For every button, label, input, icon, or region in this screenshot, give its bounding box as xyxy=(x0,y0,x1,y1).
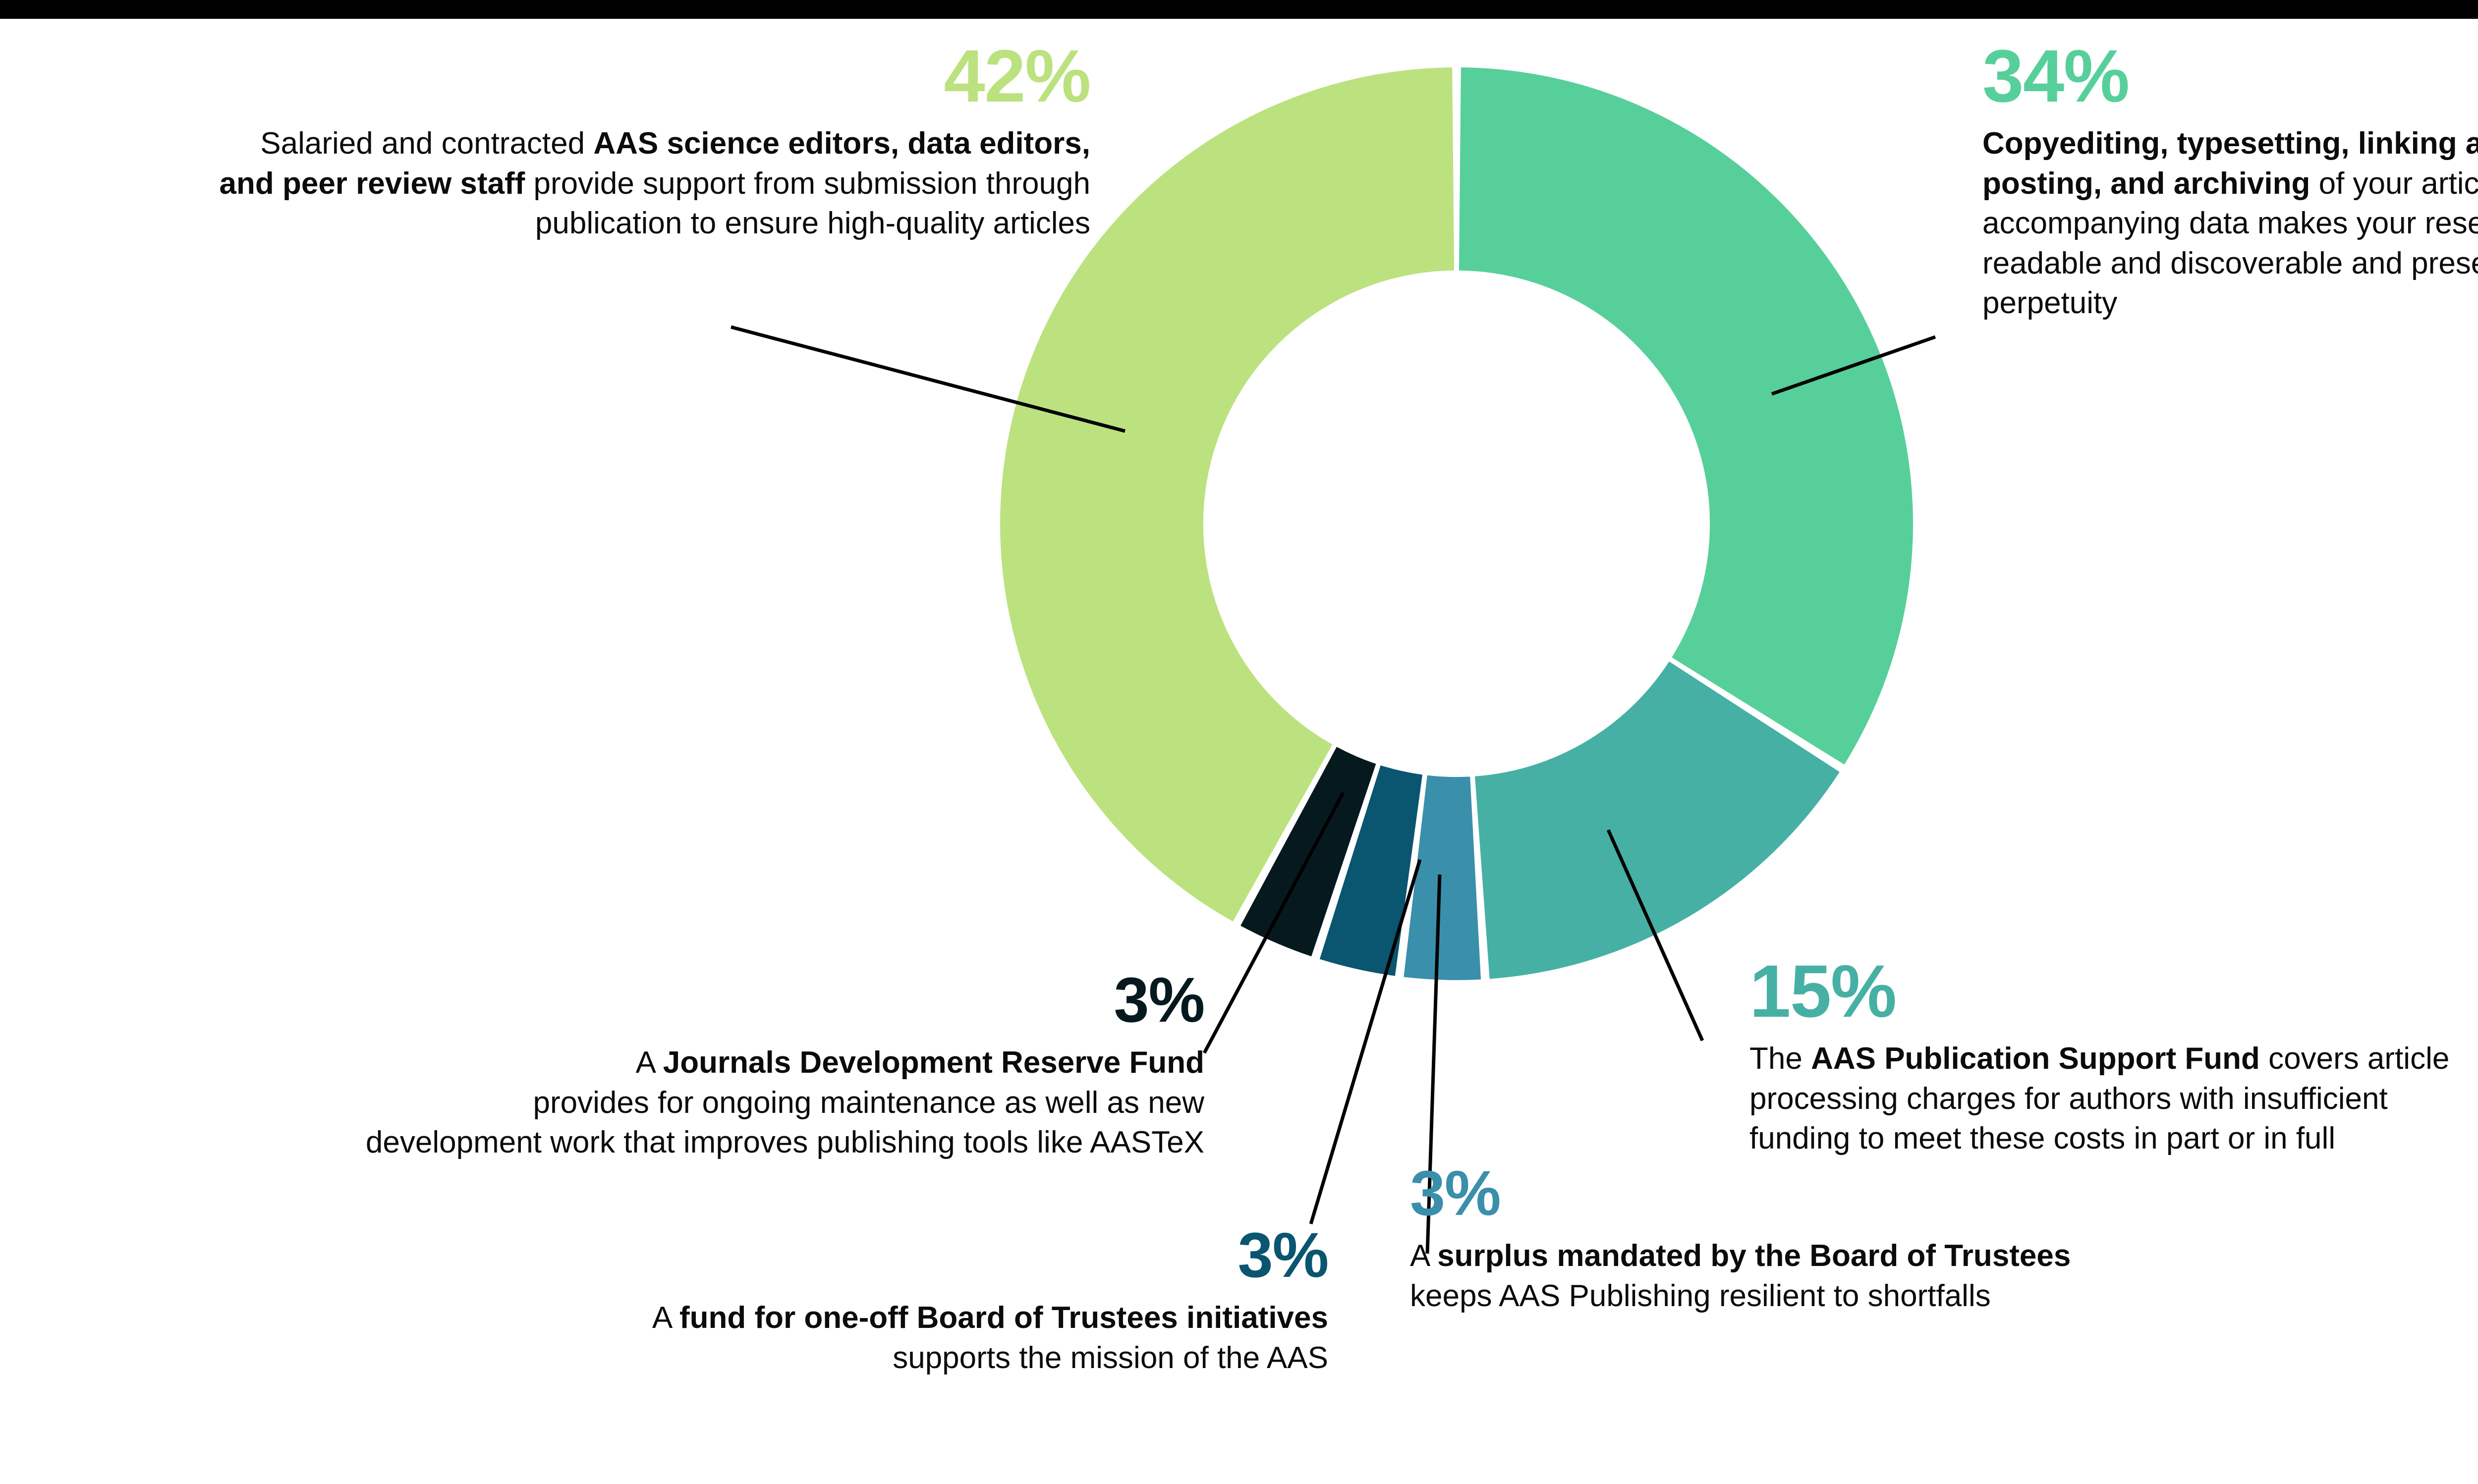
text-run: funding to meet these costs in part or i… xyxy=(1749,1121,2336,1156)
text-run-bold: and peer review staff xyxy=(219,166,525,201)
leader-line-reserve-fund xyxy=(1202,792,1345,1054)
text-run: Salaried and contracted xyxy=(260,126,594,161)
callout-initiatives: 3% A fund for one-off Board of Trustees … xyxy=(570,1220,1329,1378)
leader-line-production xyxy=(1771,335,1936,396)
callout-text-initiatives: A fund for one-off Board of Trustees ini… xyxy=(570,1298,1328,1378)
donut-slice xyxy=(1404,775,1481,981)
percent-label-initiatives: 3% xyxy=(1238,1220,1329,1291)
percent-label-surplus: 3% xyxy=(1410,1158,1501,1229)
callout-production: 34% Copyediting, typesetting, linking an… xyxy=(1982,39,2478,324)
callout-reserve-fund: 3% A Journals Development Reserve Fund p… xyxy=(213,965,1205,1163)
text-run: provides for ongoing maintenance as well… xyxy=(533,1085,1204,1120)
callout-editorial: 42% Salaried and contracted AAS science … xyxy=(84,34,1091,244)
text-run: A xyxy=(652,1301,680,1335)
donut-slice xyxy=(1459,67,1913,765)
percent-label-editorial: 42% xyxy=(944,34,1091,117)
callout-surplus: 3% A surplus mandated by the Board of Tr… xyxy=(1410,1162,2183,1316)
text-run: keeps AAS Publishing resilient to shortf… xyxy=(1410,1278,1991,1313)
callout-support-fund: 15% The AAS Publication Support Fund cov… xyxy=(1749,954,2478,1159)
text-run-bold: Copyediting, typesetting, linking and ta… xyxy=(1982,126,2478,161)
donut-slices xyxy=(1000,67,1913,981)
callout-text-surplus: A surplus mandated by the Board of Trust… xyxy=(1410,1236,2183,1316)
text-run: of your article and xyxy=(2318,166,2478,201)
percent-label-production: 34% xyxy=(1982,34,2130,117)
top-black-bar xyxy=(0,0,2478,19)
leader-line-editorial xyxy=(731,325,1126,433)
text-run-bold: Journals Development Reserve Fund xyxy=(663,1045,1204,1080)
callout-text-production: Copyediting, typesetting, linking and ta… xyxy=(1982,124,2478,324)
text-run-bold: surplus mandated by the Board of Trustee… xyxy=(1437,1239,2071,1273)
text-run: covers article xyxy=(2259,1042,2450,1076)
percent-label-support-fund: 15% xyxy=(1749,949,1897,1033)
text-run: A xyxy=(1410,1239,1438,1273)
leader-line-surplus xyxy=(1425,874,1442,1254)
text-run: development work that improves publishin… xyxy=(365,1125,1204,1160)
callout-text-editorial: Salaried and contracted AAS science edit… xyxy=(84,124,1090,244)
text-run: accompanying data makes your research mo… xyxy=(1982,206,2478,241)
donut-slice xyxy=(1319,765,1423,976)
leader-lines xyxy=(731,325,1936,1254)
leader-line-initiatives xyxy=(1309,859,1422,1225)
donut-slice xyxy=(1240,747,1376,957)
text-run-bold: fund for one-off Board of Trustees initi… xyxy=(679,1301,1328,1335)
text-run: supports the mission of the AAS xyxy=(893,1340,1328,1375)
leader-line-support-fund xyxy=(1606,829,1704,1042)
text-run: publication to ensure high-quality artic… xyxy=(535,206,1090,241)
text-run: The xyxy=(1749,1042,1811,1076)
text-run-bold: AAS Publication Support Fund xyxy=(1811,1042,2260,1076)
text-run: A xyxy=(635,1045,663,1080)
callout-text-support-fund: The AAS Publication Support Fund covers … xyxy=(1749,1039,2478,1159)
text-run-bold: posting, and archiving xyxy=(1982,166,2310,201)
text-run-bold: AAS science editors, data editors, xyxy=(593,126,1090,161)
text-run: perpetuity xyxy=(1982,286,2118,321)
text-run: provide support from submission through xyxy=(525,166,1090,201)
donut-slice xyxy=(1474,661,1840,979)
percent-label-reserve-fund: 3% xyxy=(1114,965,1205,1036)
text-run: processing charges for authors with insu… xyxy=(1749,1081,2388,1116)
text-run: readable and discoverable and preserves … xyxy=(1982,246,2478,280)
donut-slice xyxy=(1000,67,1455,922)
callout-text-reserve-fund: A Journals Development Reserve Fund prov… xyxy=(213,1043,1204,1163)
